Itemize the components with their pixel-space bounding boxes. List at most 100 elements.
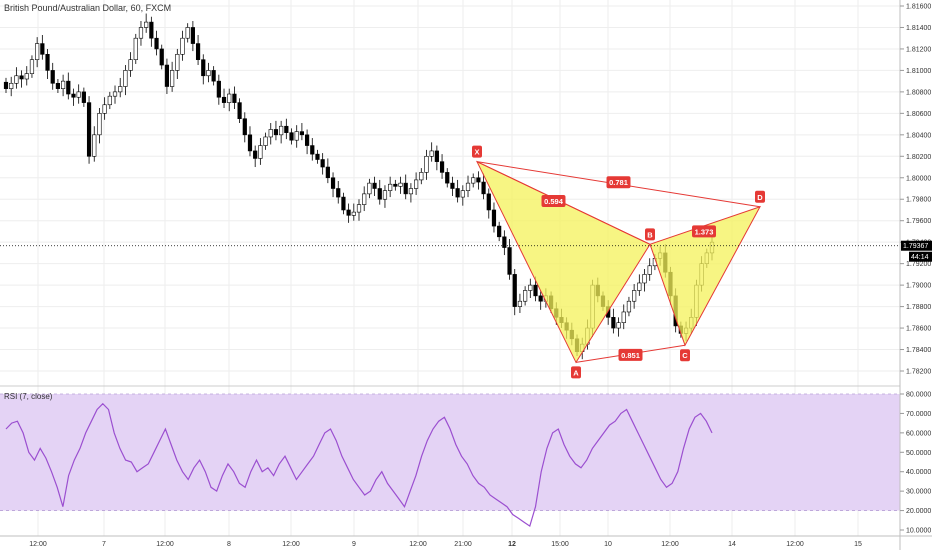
candle xyxy=(206,62,211,83)
candle xyxy=(159,44,164,70)
rsi-axis: 80.0000 70.0000 60.0000 50.0000 40.0000 30.00… xyxy=(900,392,931,535)
point-label-x: X xyxy=(472,145,482,158)
candle xyxy=(647,258,652,281)
rsi-tick-label: 50.0000 xyxy=(906,450,931,457)
y-tick-label: 1.81400 xyxy=(906,25,931,32)
candle xyxy=(367,178,372,199)
candle xyxy=(50,62,55,90)
svg-text:0.594: 0.594 xyxy=(544,197,564,206)
x-tick-label: 12:00 xyxy=(661,541,679,548)
candle xyxy=(414,172,419,195)
candle xyxy=(388,176,393,198)
candle xyxy=(247,126,253,157)
x-tick-label: 10 xyxy=(604,541,612,548)
current-price-label: 1.79367 xyxy=(903,243,928,250)
x-tick-label: 12:00 xyxy=(786,541,804,548)
candle xyxy=(491,202,497,233)
y-tick-label: 1.81000 xyxy=(906,68,931,75)
y-tick-label: 1.80000 xyxy=(906,175,931,182)
candle xyxy=(434,145,439,171)
rsi-tick-label: 80.0000 xyxy=(906,392,931,399)
candle xyxy=(97,107,102,144)
candle xyxy=(310,138,315,161)
candle xyxy=(523,286,528,306)
candle xyxy=(195,34,201,66)
y-tick-label: 1.79200 xyxy=(906,261,931,268)
rsi-title: RSI (7, close) xyxy=(4,392,53,401)
candle xyxy=(502,230,507,256)
candle xyxy=(66,72,71,100)
candle xyxy=(377,179,382,205)
candle xyxy=(19,70,24,88)
candle xyxy=(637,274,642,296)
svg-text:X: X xyxy=(474,148,479,157)
candle xyxy=(424,149,429,180)
candle xyxy=(29,55,35,78)
harmonic-pattern: X A B C D 0.594 0.781 0.851 1.373 xyxy=(472,145,765,379)
svg-text:A: A xyxy=(573,368,579,377)
candle xyxy=(216,74,221,105)
svg-text:C: C xyxy=(682,351,688,360)
candle xyxy=(304,129,310,155)
svg-text:1.373: 1.373 xyxy=(695,227,714,236)
candle xyxy=(403,174,408,200)
y-tick-label: 1.81200 xyxy=(906,46,931,53)
candle xyxy=(253,145,258,168)
candle xyxy=(237,98,242,124)
svg-text:0.781: 0.781 xyxy=(609,178,628,187)
candle xyxy=(9,76,14,97)
candle xyxy=(429,142,434,162)
rsi-tick-label: 30.0000 xyxy=(906,489,931,496)
candle xyxy=(330,172,336,198)
point-label-b: B xyxy=(645,228,655,241)
candle xyxy=(128,52,133,77)
candle xyxy=(133,33,138,64)
candle xyxy=(455,179,460,203)
y-tick-label: 1.78800 xyxy=(906,304,931,311)
candle xyxy=(175,48,180,79)
price-axis: 1.81600 1.81400 1.81200 1.81000 1.80800 1.806… xyxy=(900,4,931,376)
ratio-label-xb: 0.594 xyxy=(541,194,566,207)
chart-title: British Pound/Australian Dollar, 60, FXC… xyxy=(4,3,171,13)
candle xyxy=(284,118,289,140)
candle xyxy=(507,238,512,280)
candle xyxy=(201,54,206,85)
candle xyxy=(419,168,424,185)
countdown-label: 44:14 xyxy=(911,254,929,261)
candle xyxy=(279,120,284,144)
candle xyxy=(341,192,346,215)
candle xyxy=(538,290,543,310)
current-price-marker: 1.79367 44:14 xyxy=(901,240,932,262)
candle xyxy=(299,123,304,141)
x-tick-label: 8 xyxy=(227,541,231,548)
candle xyxy=(481,173,486,200)
candle xyxy=(398,176,403,194)
candle xyxy=(24,66,29,86)
candle xyxy=(86,96,92,164)
candle xyxy=(149,16,154,47)
candle xyxy=(315,149,320,164)
candle xyxy=(81,87,86,107)
y-tick-label: 1.78400 xyxy=(906,347,931,354)
candle xyxy=(170,61,175,92)
candle xyxy=(61,74,66,97)
candle xyxy=(528,278,533,298)
candle xyxy=(118,77,123,98)
y-tick-label: 1.78200 xyxy=(906,369,931,376)
candle xyxy=(185,23,190,43)
candle xyxy=(92,126,97,162)
x-tick-label: 14 xyxy=(728,541,736,548)
candle xyxy=(227,88,232,112)
candle xyxy=(190,21,195,52)
candle xyxy=(242,112,247,143)
candle xyxy=(351,203,356,221)
candle xyxy=(486,188,491,219)
rsi-line xyxy=(5,402,713,528)
x-tick-label: 12:00 xyxy=(282,541,300,548)
x-tick-label: 12 xyxy=(508,541,516,548)
y-tick-label: 1.80400 xyxy=(906,132,931,139)
rsi-tick-label: 70.0000 xyxy=(906,411,931,418)
candle xyxy=(14,67,19,89)
candle xyxy=(221,88,227,108)
